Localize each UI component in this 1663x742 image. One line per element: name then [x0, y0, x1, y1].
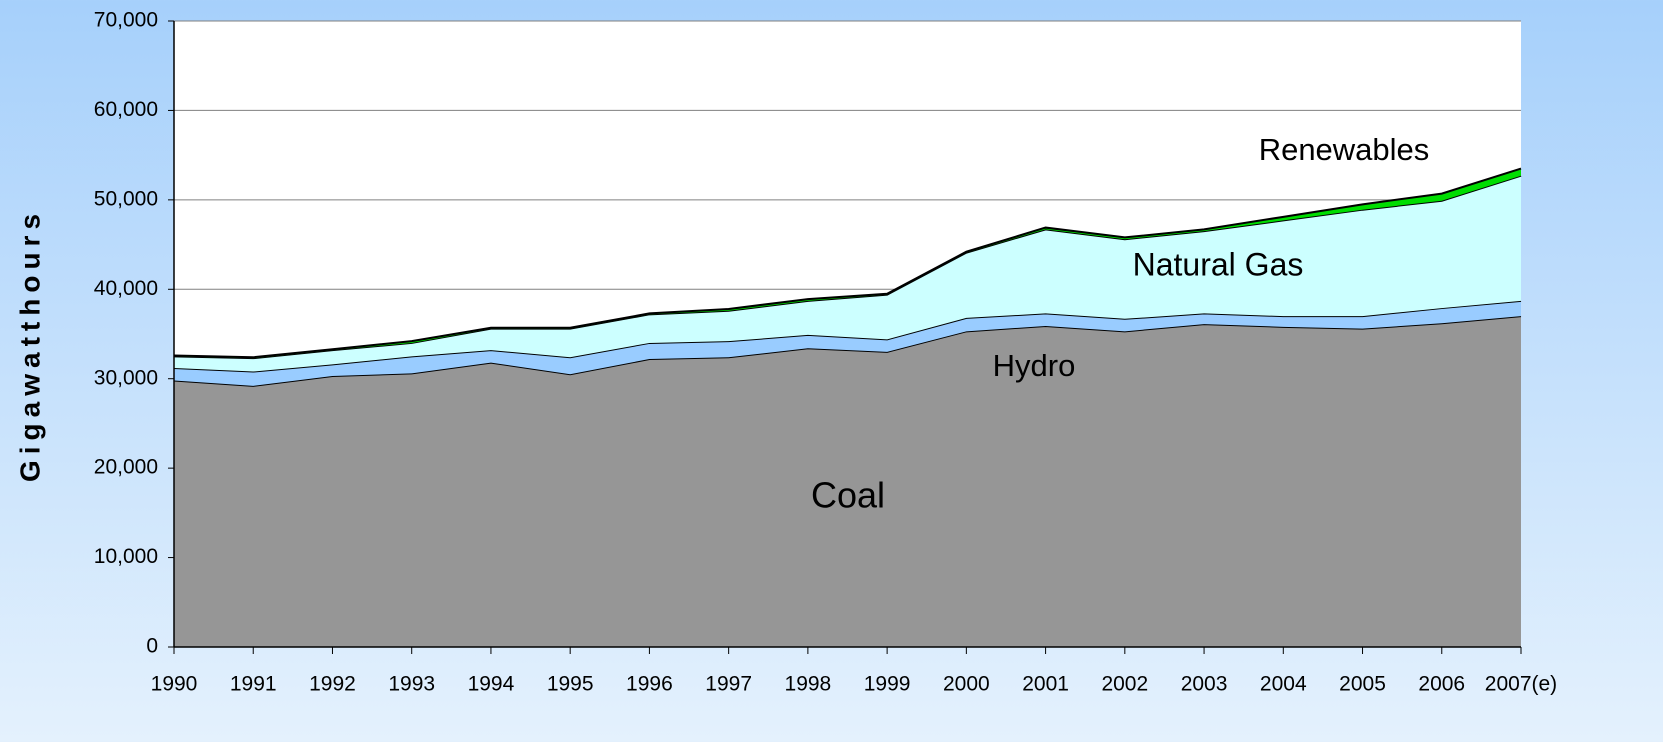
area-line: [173, 167, 1522, 359]
x-tick-label: 1996: [626, 673, 673, 696]
x-tick-label: 2007(e): [1485, 673, 1557, 696]
x-tick-label: 2001: [1022, 673, 1069, 696]
x-tick-label: 2005: [1339, 673, 1386, 696]
x-tick-label: 2002: [1101, 673, 1148, 696]
series-label: Coal: [811, 475, 885, 516]
series-label: Natural Gas: [1133, 246, 1304, 282]
x-tick-label: 2004: [1260, 673, 1307, 696]
y-tick-label: 20,000: [94, 456, 158, 479]
x-tick-label: 1990: [151, 673, 198, 696]
x-tick-label: 1998: [785, 673, 832, 696]
x-tick-label: 1995: [547, 673, 594, 696]
x-tick-label: 2006: [1418, 673, 1465, 696]
y-axis-label: Gigawatthours: [14, 208, 45, 482]
x-tick-label: 1992: [309, 673, 356, 696]
x-tick-label: 1993: [388, 673, 435, 696]
series-label: Hydro: [993, 348, 1076, 383]
x-tick-label: 2003: [1181, 673, 1228, 696]
y-tick-label: 10,000: [94, 545, 158, 568]
area: [174, 316, 1521, 647]
y-tick-label: 50,000: [94, 187, 158, 210]
y-tick-label: 70,000: [94, 9, 158, 32]
x-tick-label: 1991: [230, 673, 277, 696]
y-tick-label: 0: [146, 635, 158, 658]
series-label: Renewables: [1259, 132, 1430, 167]
y-tick-label: 30,000: [94, 366, 158, 389]
x-tick-label: 2000: [943, 673, 990, 696]
x-tick-label: 1997: [705, 673, 752, 696]
area: [174, 300, 1521, 386]
x-tick-label: 1994: [468, 673, 515, 696]
x-tick-label: 1999: [864, 673, 911, 696]
area: [174, 175, 1521, 372]
y-tick-label: 40,000: [94, 277, 158, 300]
y-tick-label: 60,000: [94, 98, 158, 121]
